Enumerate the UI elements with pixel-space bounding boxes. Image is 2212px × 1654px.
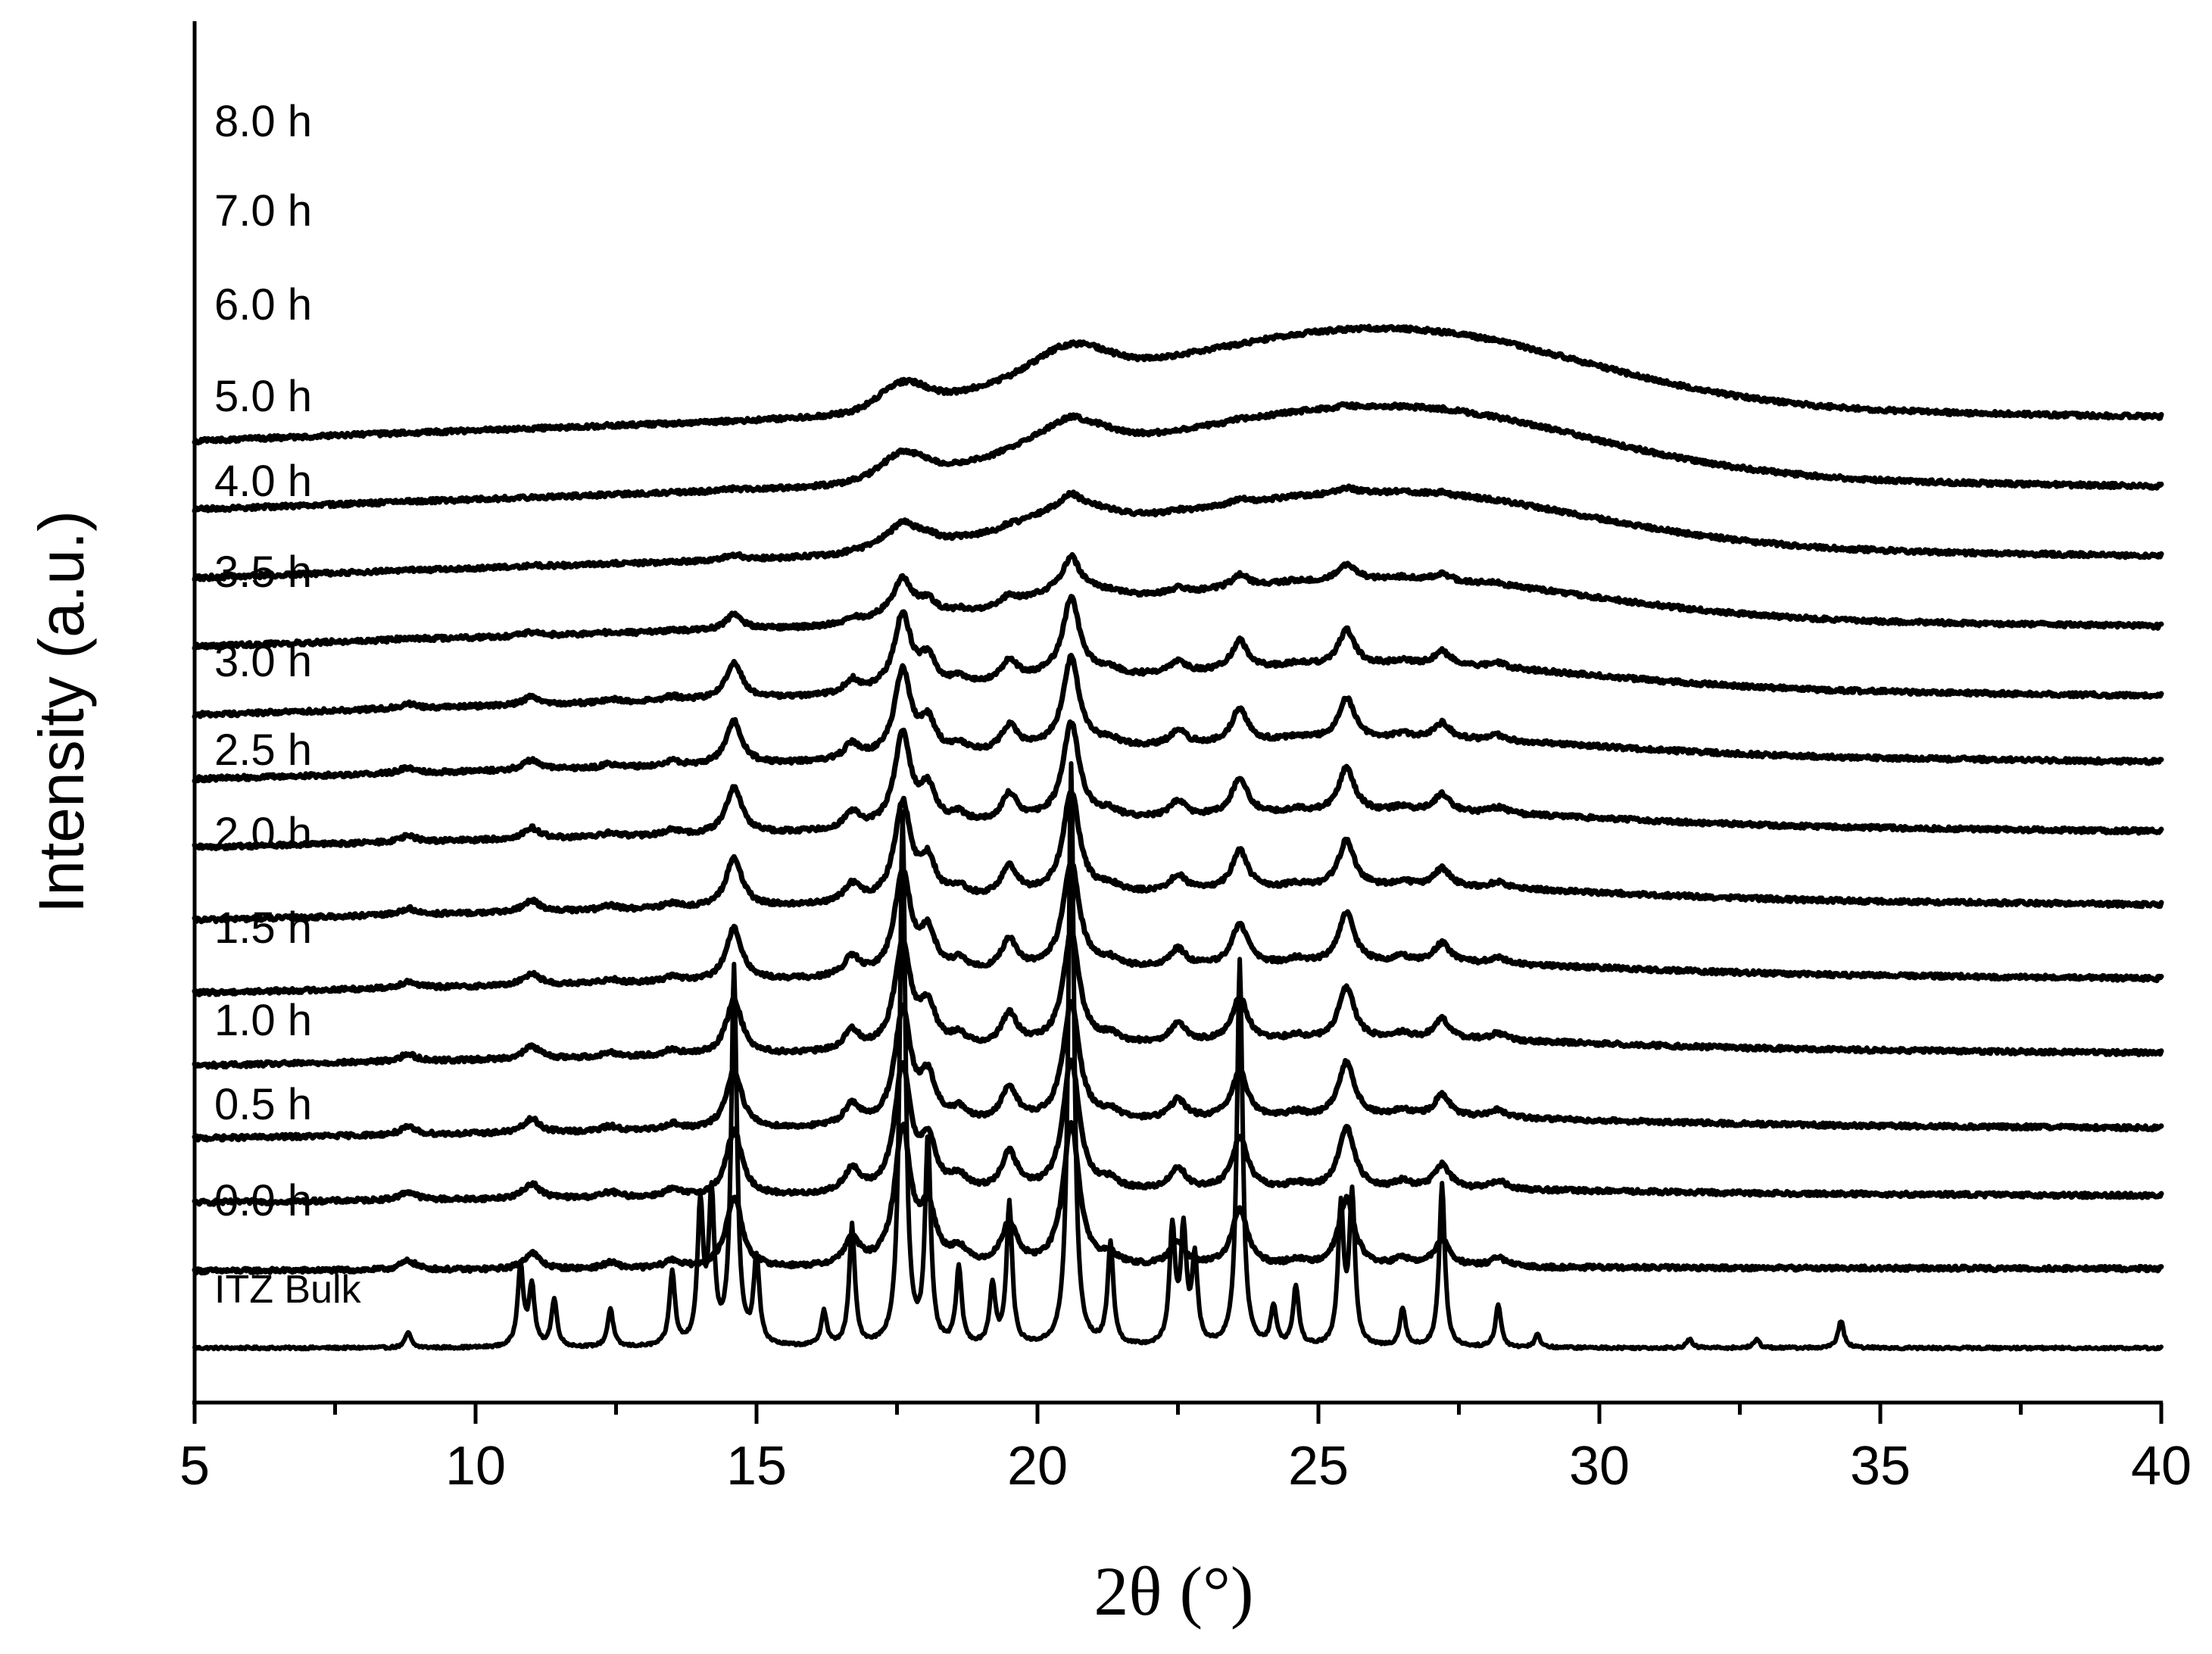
x-tick-label: 10 — [445, 1436, 506, 1496]
series-label: ITZ Bulk — [214, 1268, 362, 1312]
trace-3-0-h — [192, 719, 2164, 852]
series-label: 3.5 h — [214, 548, 312, 597]
traces-group — [192, 323, 2164, 1352]
trace-3-5-h — [192, 652, 2164, 784]
series-label: 2.0 h — [214, 809, 312, 858]
series-label: 5.0 h — [214, 372, 312, 421]
trace-5-0-h — [192, 552, 2164, 651]
trace-2-0-h — [192, 858, 2164, 997]
x-tick-label: 40 — [2131, 1436, 2192, 1496]
series-label: 0.5 h — [214, 1080, 312, 1129]
x-tick-label: 30 — [1569, 1436, 1630, 1496]
series-label: 1.0 h — [214, 996, 312, 1045]
series-label: 8.0 h — [214, 97, 312, 146]
trace-0-0-h — [192, 1119, 2164, 1276]
trace-7-0-h — [192, 401, 2164, 513]
trace-1-0-h — [192, 998, 2164, 1143]
series-label: 6.0 h — [214, 280, 312, 329]
series-labels-group: ITZ Bulk 0.0 h 0.5 h 1.0 h 1.5 h 2.0 h 2.5 h 3.… — [214, 97, 362, 1312]
trace-0-5-h — [192, 1057, 2164, 1207]
x-tick-label: 20 — [1007, 1436, 1068, 1496]
x-tick-label: 35 — [1850, 1436, 1911, 1496]
x-axis-title: 2θ (°) — [1094, 1553, 1253, 1630]
x-tick-label: 5 — [179, 1436, 210, 1496]
x-tick-label: 15 — [726, 1436, 787, 1496]
trace-6-0-h — [192, 483, 2164, 582]
trace-4-0-h — [192, 594, 2164, 719]
series-label: 1.5 h — [214, 903, 312, 953]
series-label: 3.0 h — [214, 637, 312, 686]
x-axis-ticks: 5 10 15 20 25 30 35 40 — [179, 1403, 2192, 1496]
trace-1-5-h — [192, 928, 2164, 1070]
trace-8-0-h — [192, 323, 2164, 446]
series-label: 0.0 h — [214, 1176, 312, 1225]
x-tick-label: 25 — [1288, 1436, 1349, 1496]
trace-itz-bulk — [192, 761, 2164, 1352]
y-axis-title: Intensity (a.u.) — [26, 510, 97, 913]
series-label: 4.0 h — [214, 457, 312, 506]
trace-2-5-h — [192, 789, 2164, 925]
series-label: 7.0 h — [214, 186, 312, 236]
series-label: 2.5 h — [214, 726, 312, 775]
